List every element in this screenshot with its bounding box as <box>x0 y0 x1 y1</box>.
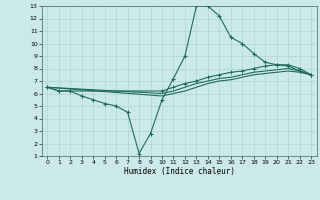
X-axis label: Humidex (Indice chaleur): Humidex (Indice chaleur) <box>124 167 235 176</box>
